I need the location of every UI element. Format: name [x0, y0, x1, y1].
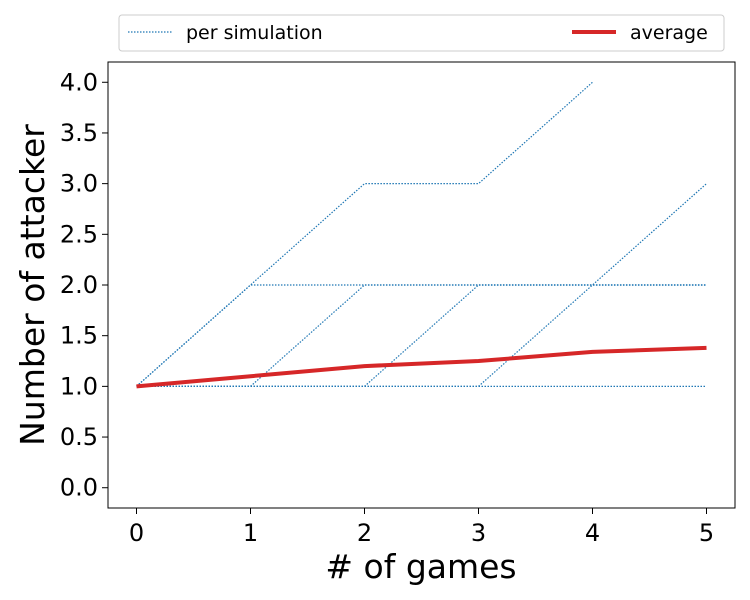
- x-axis-label: # of games: [325, 547, 516, 586]
- per-simulation-line: [136, 284, 707, 387]
- x-tick-label: 5: [699, 519, 714, 547]
- x-tick-label: 1: [243, 519, 258, 547]
- y-tick-label: 3.0: [60, 170, 98, 198]
- x-axis-ticks: 0 1 2 3 4 5: [129, 508, 714, 547]
- y-tick-label: 0.0: [60, 474, 98, 502]
- y-axis-ticks: 0.0 0.5 1.0 1.5 2.0 2.5 3.0 3.5 4.0: [60, 68, 108, 502]
- average-line-group: [136, 345, 707, 389]
- y-tick-label: 2.5: [60, 220, 98, 248]
- y-tick-label: 1.0: [60, 372, 98, 400]
- y-tick-label: 0.5: [60, 423, 98, 451]
- per-simulation-lines: [136, 81, 707, 387]
- y-tick-label: 3.5: [60, 119, 98, 147]
- x-tick-label: 2: [357, 519, 372, 547]
- average-line: [136, 345, 707, 389]
- legend-label-per-simulation: per simulation: [186, 22, 323, 44]
- y-axis-label: Number of attacker: [13, 124, 52, 446]
- x-tick-label: 4: [585, 519, 600, 547]
- x-tick-label: 3: [471, 519, 486, 547]
- legend-label-average: average: [630, 22, 708, 44]
- x-tick-label: 0: [129, 519, 144, 547]
- y-tick-label: 1.5: [60, 322, 98, 350]
- legend: per simulation average: [118, 14, 725, 52]
- legend-frame: [118, 14, 725, 52]
- y-tick-label: 2.0: [60, 271, 98, 299]
- y-tick-label: 4.0: [60, 68, 98, 96]
